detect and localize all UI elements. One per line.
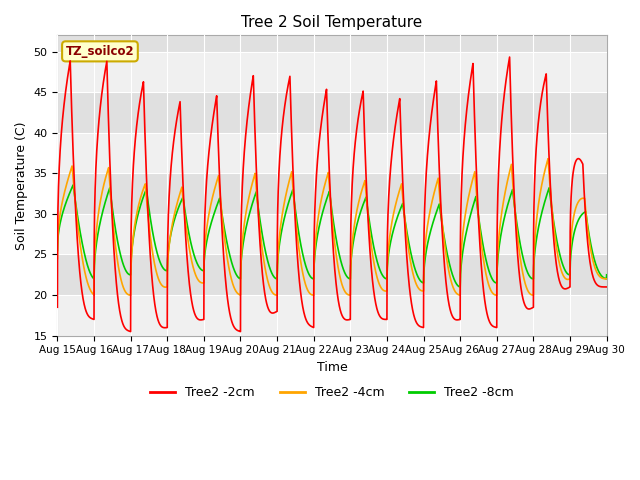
- Tree2 -8cm: [456, 284, 464, 290]
- Tree2 -4cm: [163, 284, 171, 290]
- Tree2 -2cm: [54, 304, 61, 310]
- Bar: [58, 173, 607, 214]
- Tree2 -8cm: [69, 182, 77, 188]
- Tree2 -4cm: [603, 276, 611, 282]
- Line: Tree2 -8cm: Tree2 -8cm: [58, 185, 607, 287]
- Tree2 -2cm: [236, 328, 244, 334]
- Tree2 -4cm: [317, 196, 325, 202]
- Legend: Tree2 -2cm, Tree2 -4cm, Tree2 -8cm: Tree2 -2cm, Tree2 -4cm, Tree2 -8cm: [145, 382, 519, 405]
- Tree2 -8cm: [317, 214, 325, 220]
- Bar: [58, 254, 607, 295]
- Tree2 -8cm: [54, 248, 61, 253]
- Tree2 -2cm: [163, 324, 171, 330]
- Line: Tree2 -2cm: Tree2 -2cm: [58, 57, 607, 332]
- Tree2 -4cm: [387, 226, 395, 232]
- Tree2 -4cm: [273, 292, 280, 298]
- Tree2 -2cm: [387, 163, 395, 169]
- Line: Tree2 -4cm: Tree2 -4cm: [58, 159, 607, 295]
- Bar: [58, 133, 607, 173]
- Tree2 -4cm: [579, 195, 586, 201]
- Tree2 -4cm: [544, 156, 552, 162]
- Tree2 -2cm: [317, 120, 325, 125]
- Tree2 -2cm: [127, 329, 134, 335]
- Tree2 -2cm: [603, 284, 611, 290]
- Bar: [58, 51, 607, 92]
- Tree2 -2cm: [579, 160, 586, 166]
- Text: TZ_soilco2: TZ_soilco2: [66, 45, 134, 58]
- Title: Tree 2 Soil Temperature: Tree 2 Soil Temperature: [241, 15, 422, 30]
- Tree2 -2cm: [273, 309, 280, 315]
- Bar: [58, 295, 607, 336]
- Tree2 -4cm: [236, 292, 244, 298]
- Tree2 -8cm: [273, 276, 280, 282]
- X-axis label: Time: Time: [317, 361, 348, 374]
- Bar: [58, 214, 607, 254]
- Tree2 -8cm: [603, 272, 611, 277]
- Tree2 -2cm: [506, 54, 513, 60]
- Y-axis label: Soil Temperature (C): Soil Temperature (C): [15, 121, 28, 250]
- Bar: [58, 92, 607, 133]
- Tree2 -8cm: [236, 276, 244, 281]
- Tree2 -4cm: [54, 256, 61, 262]
- Tree2 -8cm: [387, 238, 395, 244]
- Tree2 -8cm: [579, 212, 586, 217]
- Tree2 -8cm: [163, 268, 171, 274]
- Tree2 -4cm: [90, 292, 98, 298]
